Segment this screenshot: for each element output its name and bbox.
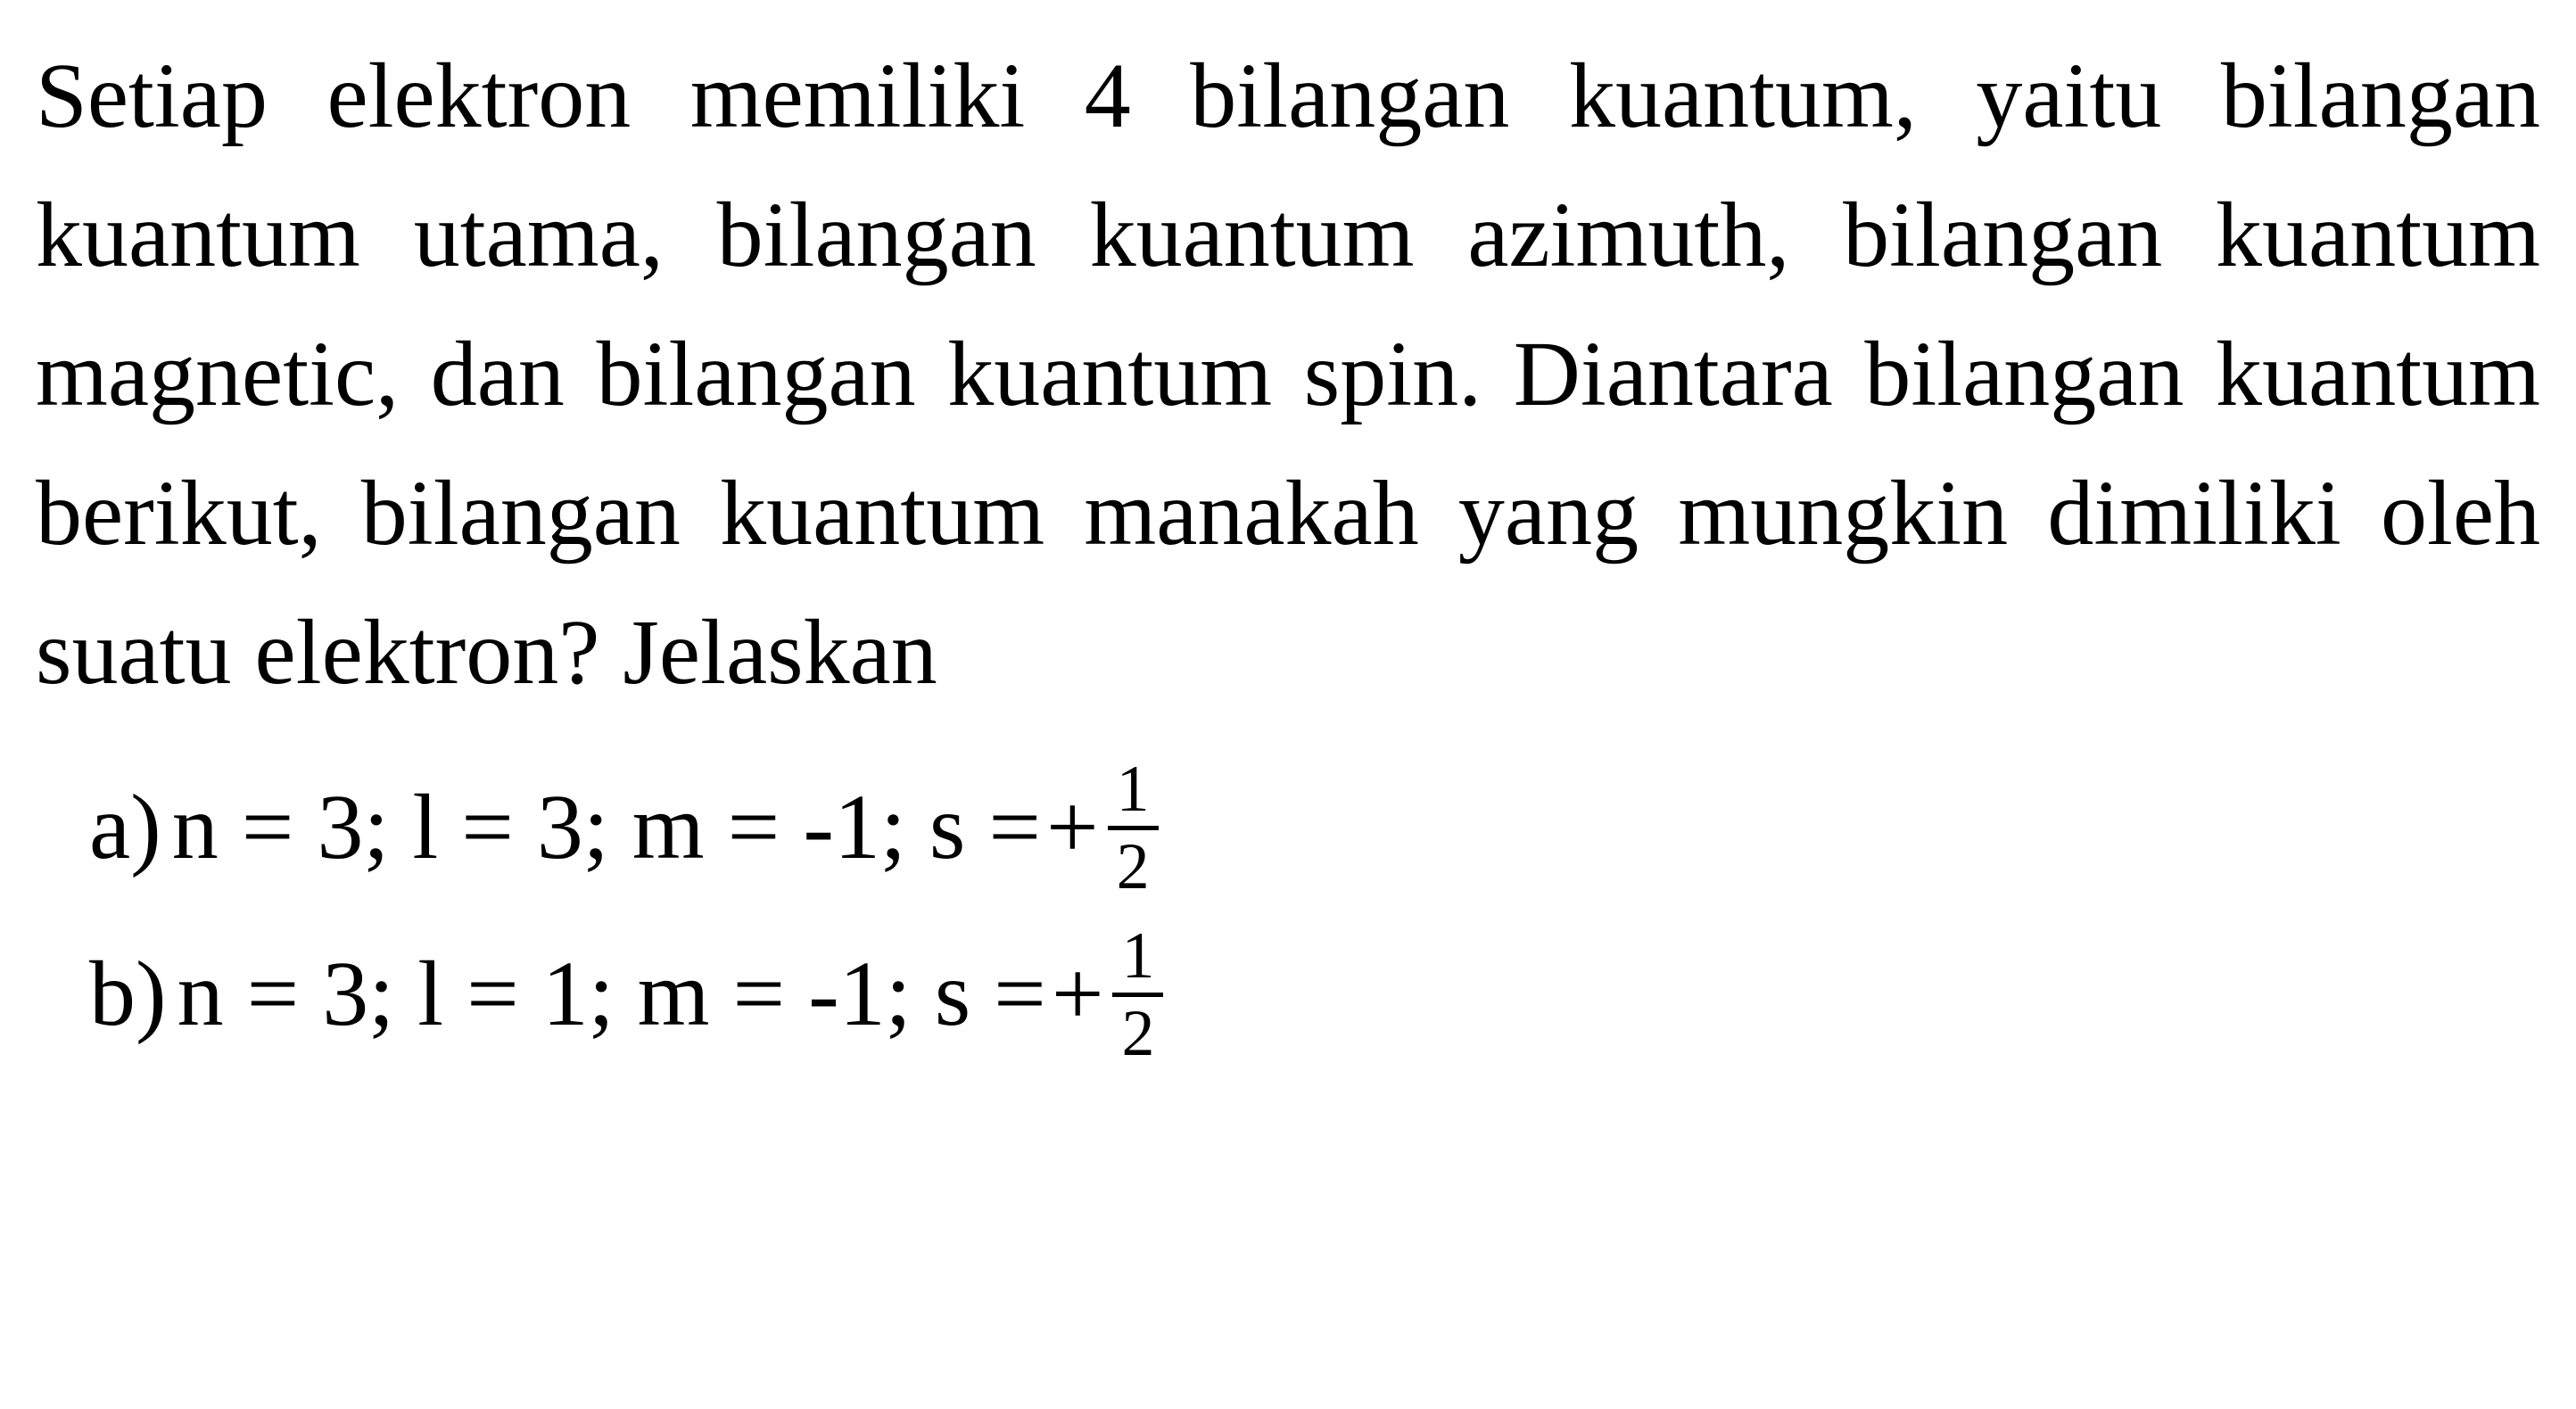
option-a-denominator: 2	[1108, 830, 1159, 900]
question-paragraph: Setiap elektron memiliki 4 bilangan kuan…	[36, 27, 2540, 722]
option-a-equation: n = 3; l = 3; m = -1; s = + 1 2	[172, 749, 1159, 907]
option-a: a) n = 3; l = 3; m = -1; s = + 1 2	[89, 749, 2540, 907]
option-a-numerator: 1	[1108, 756, 1159, 830]
options-container: a) n = 3; l = 3; m = -1; s = + 1 2 b) n …	[36, 749, 2540, 1074]
option-b-fraction: 1 2	[1112, 923, 1163, 1067]
option-b: b) n = 3; l = 1; m = -1; s = + 1 2	[89, 916, 2540, 1074]
option-b-equation-prefix: n = 3; l = 1; m = -1; s =	[178, 916, 1046, 1074]
option-b-plus: +	[1052, 916, 1104, 1074]
option-b-label: b)	[89, 916, 167, 1074]
option-a-fraction: 1 2	[1108, 756, 1159, 900]
option-b-numerator: 1	[1112, 923, 1163, 997]
option-a-plus: +	[1046, 749, 1099, 907]
option-a-equation-prefix: n = 3; l = 3; m = -1; s =	[172, 749, 1041, 907]
option-a-label: a)	[89, 749, 161, 907]
option-b-denominator: 2	[1112, 997, 1163, 1067]
option-b-equation: n = 3; l = 1; m = -1; s = + 1 2	[178, 916, 1164, 1074]
